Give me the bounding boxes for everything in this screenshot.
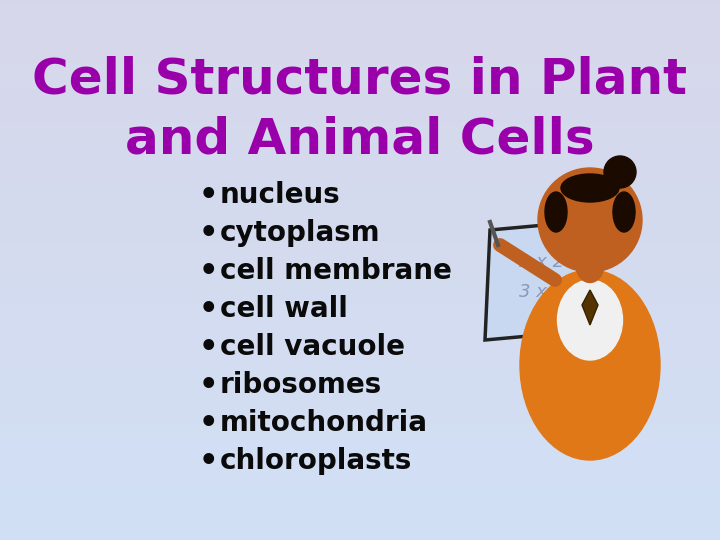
Ellipse shape [520, 270, 660, 460]
Text: •: • [198, 294, 217, 323]
Circle shape [604, 156, 636, 188]
Text: and Animal Cells: and Animal Cells [125, 116, 595, 164]
Text: ribosomes: ribosomes [220, 371, 382, 399]
Text: Cell Structures in Plant: Cell Structures in Plant [32, 56, 688, 104]
Text: •: • [198, 256, 217, 286]
Circle shape [538, 168, 642, 272]
Polygon shape [582, 290, 598, 325]
Ellipse shape [613, 192, 635, 232]
Text: •: • [198, 180, 217, 210]
Text: cytoplasm: cytoplasm [220, 219, 381, 247]
Text: cell wall: cell wall [220, 295, 348, 323]
Text: cell vacuole: cell vacuole [220, 333, 405, 361]
Ellipse shape [545, 192, 567, 232]
Text: mitochondria: mitochondria [220, 409, 428, 437]
Polygon shape [485, 220, 600, 340]
Text: 2 x 2: 2 x 2 [519, 253, 564, 271]
Text: 3 x 4: 3 x 4 [519, 283, 564, 301]
Text: •: • [198, 447, 217, 476]
Text: chloroplasts: chloroplasts [220, 447, 413, 475]
Ellipse shape [557, 280, 623, 360]
Text: •: • [198, 333, 217, 361]
Text: nucleus: nucleus [220, 181, 341, 209]
Text: •: • [198, 219, 217, 247]
Text: cell membrane: cell membrane [220, 257, 452, 285]
Ellipse shape [561, 174, 619, 202]
Text: •: • [198, 370, 217, 400]
Ellipse shape [576, 247, 604, 282]
Text: •: • [198, 408, 217, 437]
